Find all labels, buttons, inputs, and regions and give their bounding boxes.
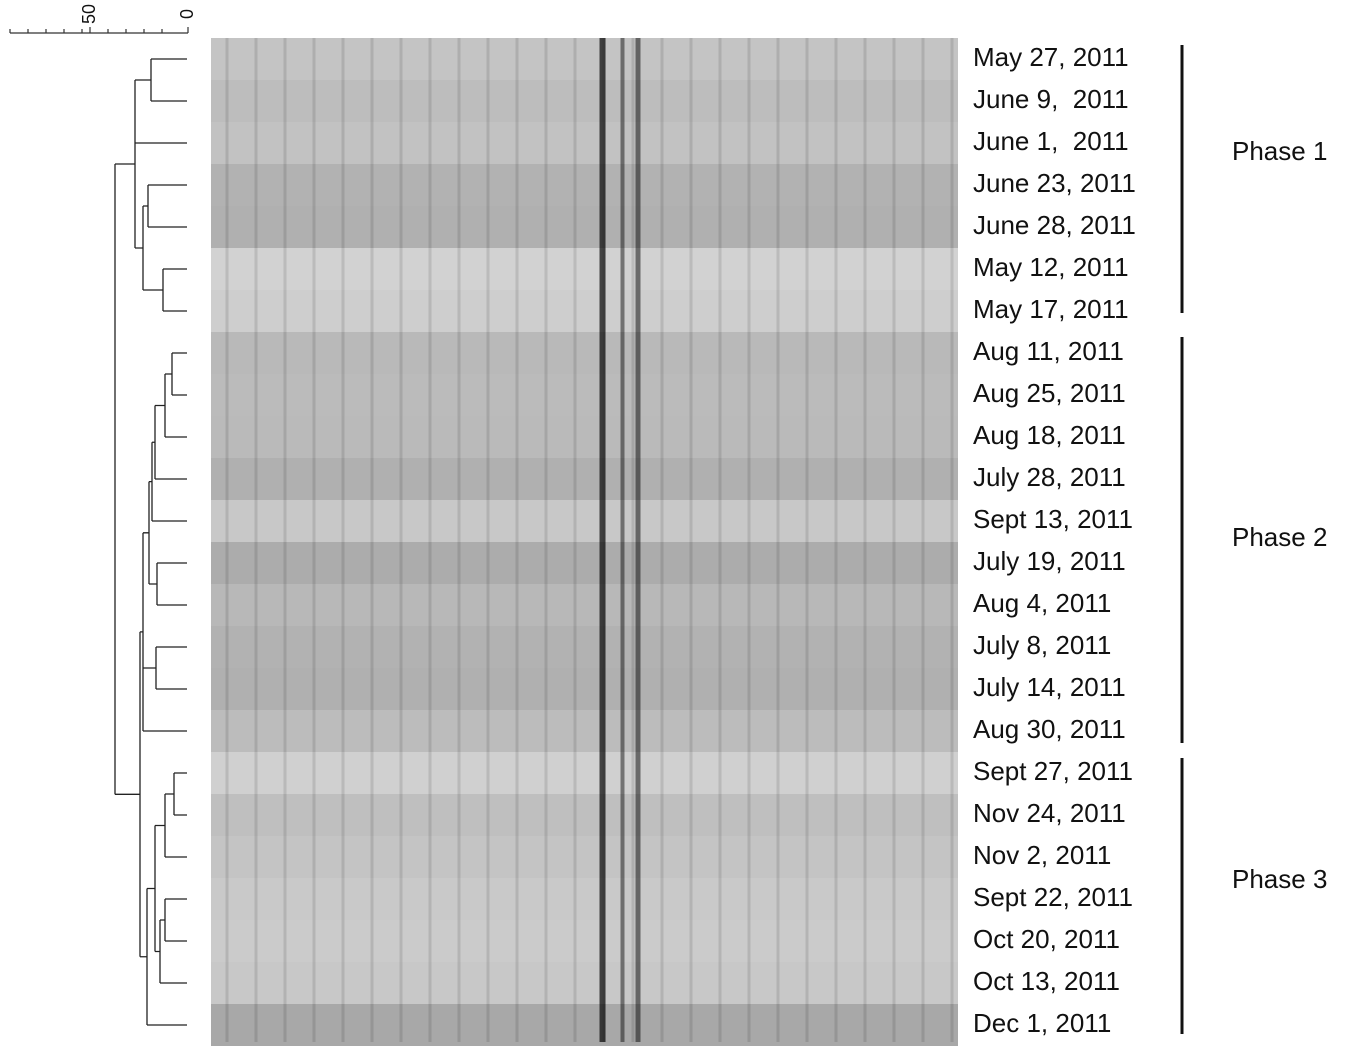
dendrogram [114,58,187,1026]
lane-label: Aug 11, 2011 [973,336,1124,366]
lane-label: Sept 22, 2011 [973,882,1133,912]
lane-label: Aug 18, 2011 [973,420,1126,450]
lane-label: May 12, 2011 [973,252,1129,282]
phase-label: Phase 1 [1232,136,1327,166]
lane-label: July 8, 2011 [973,630,1111,660]
lane-label: Nov 2, 2011 [973,840,1111,870]
lane-label: Oct 13, 2011 [973,966,1120,996]
lane-label: Sept 13, 2011 [973,504,1133,534]
lane-label: Aug 4, 2011 [973,588,1111,618]
lane-label: June 23, 2011 [973,168,1136,198]
phase-label: Phase 3 [1232,864,1327,894]
lane-label: June 9, 2011 [973,84,1129,114]
lane-label: May 17, 2011 [973,294,1129,324]
lane-label: Oct 20, 2011 [973,924,1120,954]
scale-label: 0 [177,9,197,19]
lane-label: Aug 25, 2011 [973,378,1126,408]
lane-label: Aug 30, 2011 [973,714,1126,744]
lane-label: July 28, 2011 [973,462,1126,492]
lane-label: July 14, 2011 [973,672,1126,702]
lane-label: June 1, 2011 [973,126,1129,156]
lane-label: Nov 24, 2011 [973,798,1126,828]
phase-label: Phase 2 [1232,522,1327,552]
lane-label: May 27, 2011 [973,42,1129,72]
gel-bands [211,38,958,1042]
scale-bar [9,27,189,34]
lane-label: Dec 1, 2011 [973,1008,1111,1038]
dendrogram-branches [114,58,187,1026]
lane-label: June 28, 2011 [973,210,1136,240]
lane-label: Sept 27, 2011 [973,756,1133,786]
scale-label: 50 [79,4,99,24]
lane-label: July 19, 2011 [973,546,1126,576]
